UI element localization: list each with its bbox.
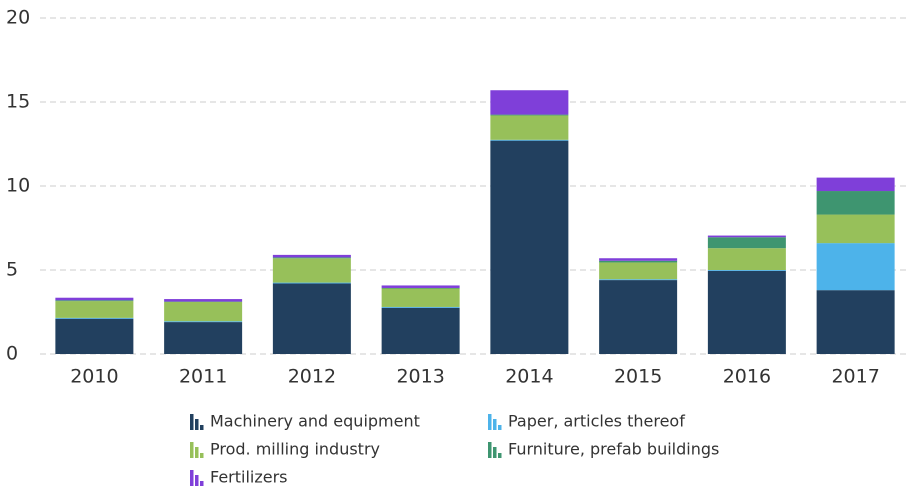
bar-segment <box>381 287 460 289</box>
bar-segment <box>272 283 351 354</box>
legend-label: Furniture, prefab buildings <box>508 440 719 459</box>
legend-swatch <box>195 419 199 430</box>
bar-segment <box>55 300 134 302</box>
bar-segment <box>599 258 678 261</box>
bar-segment <box>816 290 895 354</box>
legend-swatch <box>200 481 204 486</box>
legend-swatch <box>200 425 204 430</box>
legend-swatch <box>488 414 492 430</box>
bar-segment <box>272 258 351 283</box>
legend-label: Machinery and equipment <box>210 412 420 431</box>
bar-segment <box>55 301 134 318</box>
bar-segment <box>490 139 569 141</box>
legend-swatch <box>488 442 492 458</box>
legend-swatch <box>190 442 194 458</box>
bar-segment <box>272 254 351 258</box>
legend-swatch <box>195 447 199 458</box>
bar-segment <box>272 257 351 259</box>
bar-segment <box>381 285 460 288</box>
bar-segment <box>816 243 895 291</box>
bar-segment <box>164 321 243 323</box>
legend-label: Paper, articles thereof <box>508 412 685 431</box>
legend-label: Prod. milling industry <box>210 440 380 459</box>
bar-segment <box>599 280 678 354</box>
bar-segment <box>707 270 786 354</box>
bar-segment <box>599 279 678 281</box>
legend-swatch <box>498 425 502 430</box>
x-tick-label: 2016 <box>723 366 771 388</box>
bar-segment <box>490 114 569 116</box>
legend-swatch <box>200 453 204 458</box>
bar-segment <box>164 301 243 322</box>
bar-segment <box>490 115 569 140</box>
legend-swatch <box>190 470 194 486</box>
legend-swatch <box>498 453 502 458</box>
legend-swatch <box>493 447 497 458</box>
bar-segment <box>707 237 786 249</box>
bar-segment <box>707 248 786 270</box>
bar-segment <box>816 191 895 215</box>
y-tick-label: 15 <box>6 91 30 113</box>
y-tick-label: 5 <box>6 259 18 281</box>
bar-segment <box>164 322 243 354</box>
y-tick-label: 0 <box>6 343 18 365</box>
bar-segment <box>381 307 460 354</box>
bar-segment <box>55 317 134 319</box>
bar-segment <box>816 177 895 192</box>
x-tick-label: 2011 <box>179 366 227 388</box>
bar-segment <box>490 90 569 115</box>
bar-segment <box>599 260 678 263</box>
bar-segment <box>164 299 243 302</box>
bar-segment <box>490 140 569 354</box>
legend-swatch <box>195 475 199 486</box>
x-tick-label: 2013 <box>396 366 444 388</box>
legend-swatch <box>493 419 497 430</box>
x-tick-label: 2012 <box>288 366 336 388</box>
x-tick-label: 2014 <box>505 366 553 388</box>
y-tick-label: 20 <box>6 7 30 29</box>
bar-segment <box>55 318 134 354</box>
bar-segment <box>707 235 786 238</box>
legend-label: Fertilizers <box>210 468 288 487</box>
bar-segment <box>381 288 460 307</box>
x-tick-label: 2017 <box>831 366 879 388</box>
bar-segment <box>816 214 895 244</box>
bar-segment <box>707 270 786 271</box>
bar-segment <box>599 262 678 280</box>
legend-swatch <box>190 414 194 430</box>
x-tick-label: 2015 <box>614 366 662 388</box>
x-tick-label: 2010 <box>70 366 118 388</box>
y-tick-label: 10 <box>6 175 30 197</box>
bar-segment <box>55 297 134 301</box>
bar-segment <box>272 282 351 284</box>
bar-segment <box>381 306 460 308</box>
